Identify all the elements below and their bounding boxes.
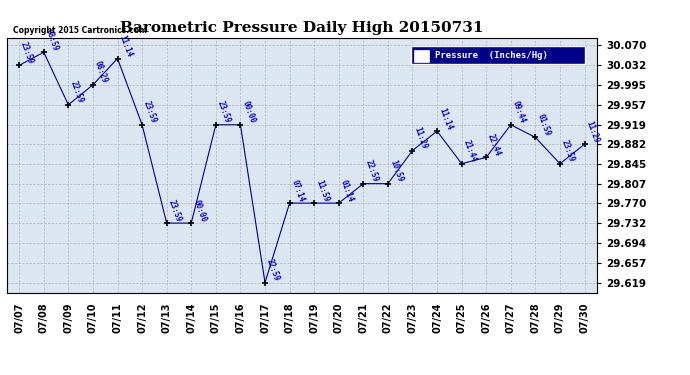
Text: 22:44: 22:44	[486, 133, 502, 158]
Text: 11:14: 11:14	[117, 34, 134, 58]
Text: 08:29: 08:29	[93, 60, 109, 85]
Text: 22:59: 22:59	[364, 159, 380, 184]
Text: 09:44: 09:44	[511, 100, 527, 125]
Text: 11:59: 11:59	[314, 178, 331, 203]
Text: Copyright 2015 Cartronics.com: Copyright 2015 Cartronics.com	[13, 26, 147, 35]
Text: 11:14: 11:14	[437, 106, 453, 131]
Text: 00:00: 00:00	[240, 100, 257, 125]
Text: Pressure  (Inches/Hg): Pressure (Inches/Hg)	[435, 51, 547, 60]
FancyBboxPatch shape	[414, 50, 428, 62]
Text: 23:59: 23:59	[142, 100, 159, 125]
Text: 22:59: 22:59	[68, 80, 85, 105]
Text: 11:29: 11:29	[584, 119, 601, 144]
FancyBboxPatch shape	[411, 46, 585, 64]
Text: 11:29: 11:29	[413, 126, 429, 150]
Text: 23:59: 23:59	[216, 100, 233, 125]
Text: 10:59: 10:59	[388, 159, 404, 184]
Text: 01:59: 01:59	[535, 112, 552, 137]
Text: 22:59: 22:59	[265, 258, 282, 282]
Text: 01:14: 01:14	[339, 178, 355, 203]
Text: 23:59: 23:59	[167, 198, 183, 223]
Text: 07:14: 07:14	[290, 178, 306, 203]
Title: Barometric Pressure Daily High 20150731: Barometric Pressure Daily High 20150731	[120, 21, 484, 35]
Text: 21:44: 21:44	[462, 139, 478, 164]
Text: 23:59: 23:59	[560, 139, 576, 164]
Text: 00:00: 00:00	[191, 198, 208, 223]
Text: 08:59: 08:59	[43, 27, 60, 52]
Text: 23:59: 23:59	[19, 40, 36, 65]
